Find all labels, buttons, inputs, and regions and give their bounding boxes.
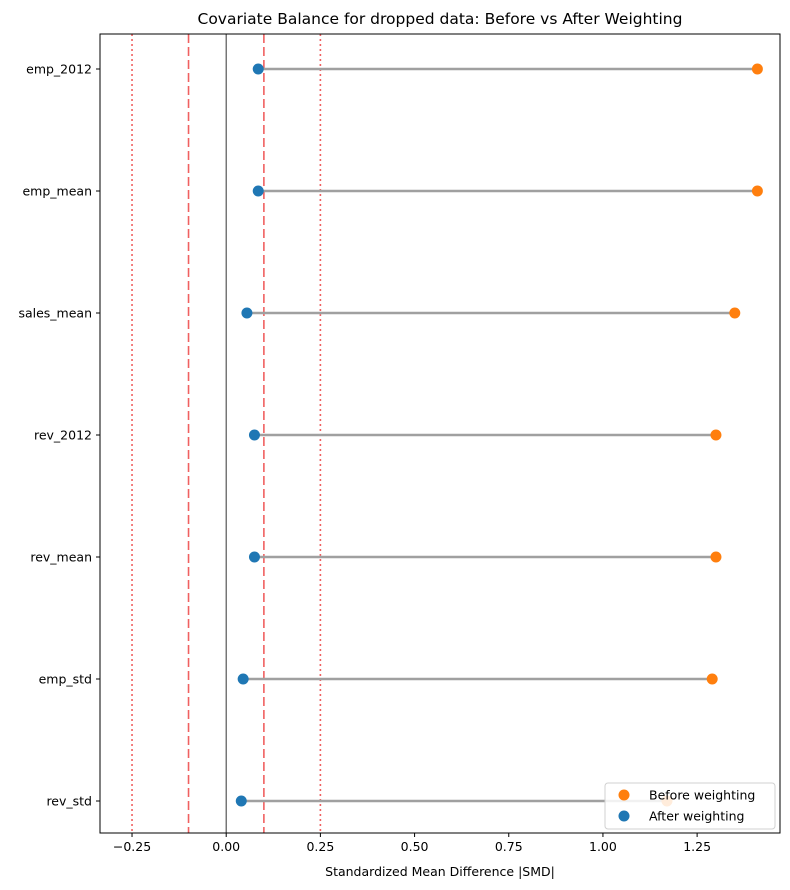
y-tick-label-emp_2012: emp_2012 — [26, 62, 92, 77]
legend-label-1: After weighting — [649, 809, 744, 824]
x-tick-label: 0.00 — [212, 839, 240, 854]
y-tick-label-rev_mean: rev_mean — [30, 550, 92, 565]
y-tick-label-sales_mean: sales_mean — [18, 306, 92, 321]
x-tick-label: 0.75 — [495, 839, 523, 854]
legend: Before weighting After weighting — [604, 782, 776, 830]
before-point-emp_mean — [751, 185, 763, 197]
y-tick-label-rev_std: rev_std — [46, 794, 92, 809]
x-tick-label: −0.25 — [113, 839, 151, 854]
y-tick-label-emp_mean: emp_mean — [22, 184, 92, 199]
before-point-emp_2012 — [751, 63, 763, 75]
y-axis-ticks: emp_2012 emp_mean sales_mean rev_2012 rev_me… — [18, 62, 100, 809]
after-point-rev_std — [235, 795, 247, 807]
chart-title: Covariate Balance for dropped data: Befo… — [198, 10, 683, 28]
after-point-rev_mean — [248, 551, 260, 563]
legend-marker-1 — [618, 810, 630, 822]
data-points — [235, 63, 763, 807]
after-point-rev_2012 — [248, 429, 260, 441]
legend-label-0: Before weighting — [649, 788, 755, 803]
x-axis-ticks: −0.25 0.00 0.25 0.50 0.75 1.00 1.25 — [113, 833, 711, 854]
plot-frame — [99, 33, 781, 834]
x-tick-label: 0.50 — [401, 839, 429, 854]
after-point-sales_mean — [241, 307, 253, 319]
after-point-emp_2012 — [252, 63, 264, 75]
x-tick-label: 1.25 — [683, 839, 711, 854]
before-point-rev_2012 — [710, 429, 722, 441]
before-point-emp_std — [706, 673, 718, 685]
before-point-sales_mean — [729, 307, 741, 319]
legend-box — [604, 782, 776, 830]
after-point-emp_std — [237, 673, 249, 685]
after-point-emp_mean — [252, 185, 264, 197]
y-tick-label-rev_2012: rev_2012 — [34, 428, 92, 443]
y-tick-label-emp_std: emp_std — [39, 672, 92, 687]
connector-lines — [241, 67, 758, 803]
x-axis-label: Standardized Mean Difference |SMD| — [325, 864, 555, 879]
x-tick-label: 1.00 — [589, 839, 617, 854]
before-point-rev_mean — [710, 551, 722, 563]
reference-lines — [131, 34, 322, 833]
x-tick-label: 0.25 — [306, 839, 334, 854]
legend-marker-0 — [618, 789, 630, 801]
